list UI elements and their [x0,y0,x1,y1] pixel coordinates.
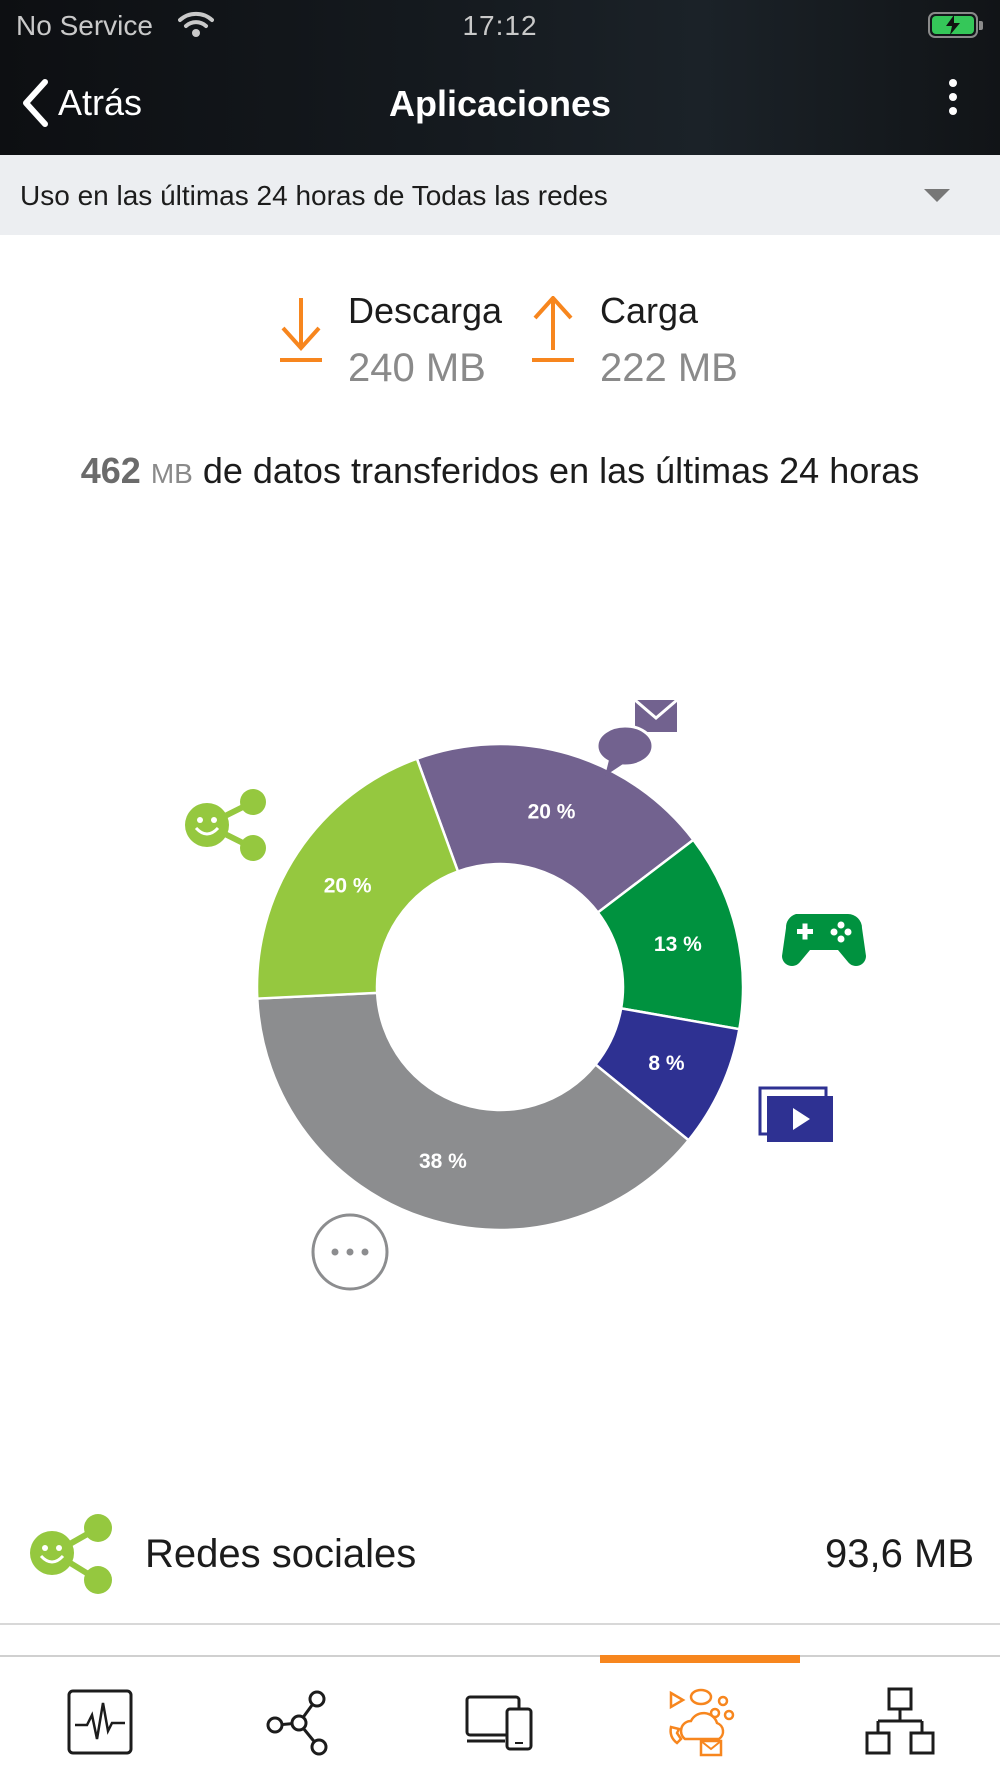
list-item-social-networks[interactable]: Redes sociales 93,6 MB [0,1500,1000,1625]
tab-topology[interactable] [800,1657,1000,1778]
video-icon[interactable] [758,1086,833,1142]
wifi-icon [178,11,214,37]
slice-label-other: 38 % [419,1150,467,1173]
donut-slice-gaming[interactable] [596,838,745,1031]
clock: 17:12 [462,10,538,41]
donut-slice-other[interactable] [255,991,691,1232]
total-transferred: 462 MB de datos transferidos en las últi… [0,450,1000,492]
tab-devices[interactable] [400,1657,600,1778]
tab-applications[interactable] [600,1655,800,1778]
navigation-bar: Atrás Aplicaciones [0,55,1000,150]
download-value: 240 MB [348,346,486,390]
network-filter-dropdown[interactable]: Uso en las últimas 24 horas de Todas las… [0,155,1000,235]
total-unit: MB [150,458,193,489]
download-label: Descarga [348,290,503,331]
network-nodes-icon [266,1690,328,1756]
back-button[interactable]: Atrás [20,73,142,133]
download-arrow-icon [280,298,322,362]
more-icon[interactable] [311,1213,389,1291]
slice-label-messaging: 20 % [528,800,576,823]
tab-network[interactable] [200,1657,400,1778]
applications-icon [669,1688,735,1757]
usage-donut-chart: 20 % 13 % 8 % 38 % 20 % [185,698,866,1291]
carrier-label: No Service [16,10,153,41]
back-button-label: Atrás [58,82,143,123]
upload-summary: Carga 222 MB [600,290,738,391]
gamepad-icon[interactable] [782,914,866,966]
total-text: de datos transferidos en las últimas 24 … [202,450,920,491]
slice-label-gaming: 13 % [654,933,702,956]
donut-slice-social[interactable] [255,757,460,1000]
upload-arrow-icon [532,296,574,362]
devices-icon [465,1695,533,1751]
filter-label: Uso en las últimas 24 horas de Todas las… [20,180,608,211]
download-summary: Descarga 240 MB [348,290,502,391]
social-share-icon[interactable] [185,789,266,861]
donut-slice-messaging[interactable] [415,742,696,915]
chevron-left-icon [23,79,48,127]
total-number: 462 [80,450,141,491]
more-options-icon[interactable] [946,79,960,123]
list-item-name: Redes sociales [145,1532,417,1576]
tab-activity[interactable] [0,1657,200,1778]
top-bar: No Service 17:12 Atrás Aplicaciones [0,0,1000,155]
activity-monitor-icon [67,1689,133,1755]
slice-label-social: 20 % [324,875,372,898]
slice-label-video: 8 % [648,1052,685,1075]
chat-mail-icon[interactable] [595,698,678,776]
social-share-icon [30,1514,112,1594]
status-bar: No Service 17:12 [0,0,1000,50]
page-title: Aplicaciones [388,83,612,124]
list-item-value: 93,6 MB [825,1532,974,1576]
battery-icon [928,12,983,38]
upload-value: 222 MB [600,346,738,390]
upload-label: Carga [600,290,699,331]
topology-icon [865,1687,935,1755]
chevron-down-icon [924,189,950,202]
bottom-tab-bar [0,1655,1000,1778]
